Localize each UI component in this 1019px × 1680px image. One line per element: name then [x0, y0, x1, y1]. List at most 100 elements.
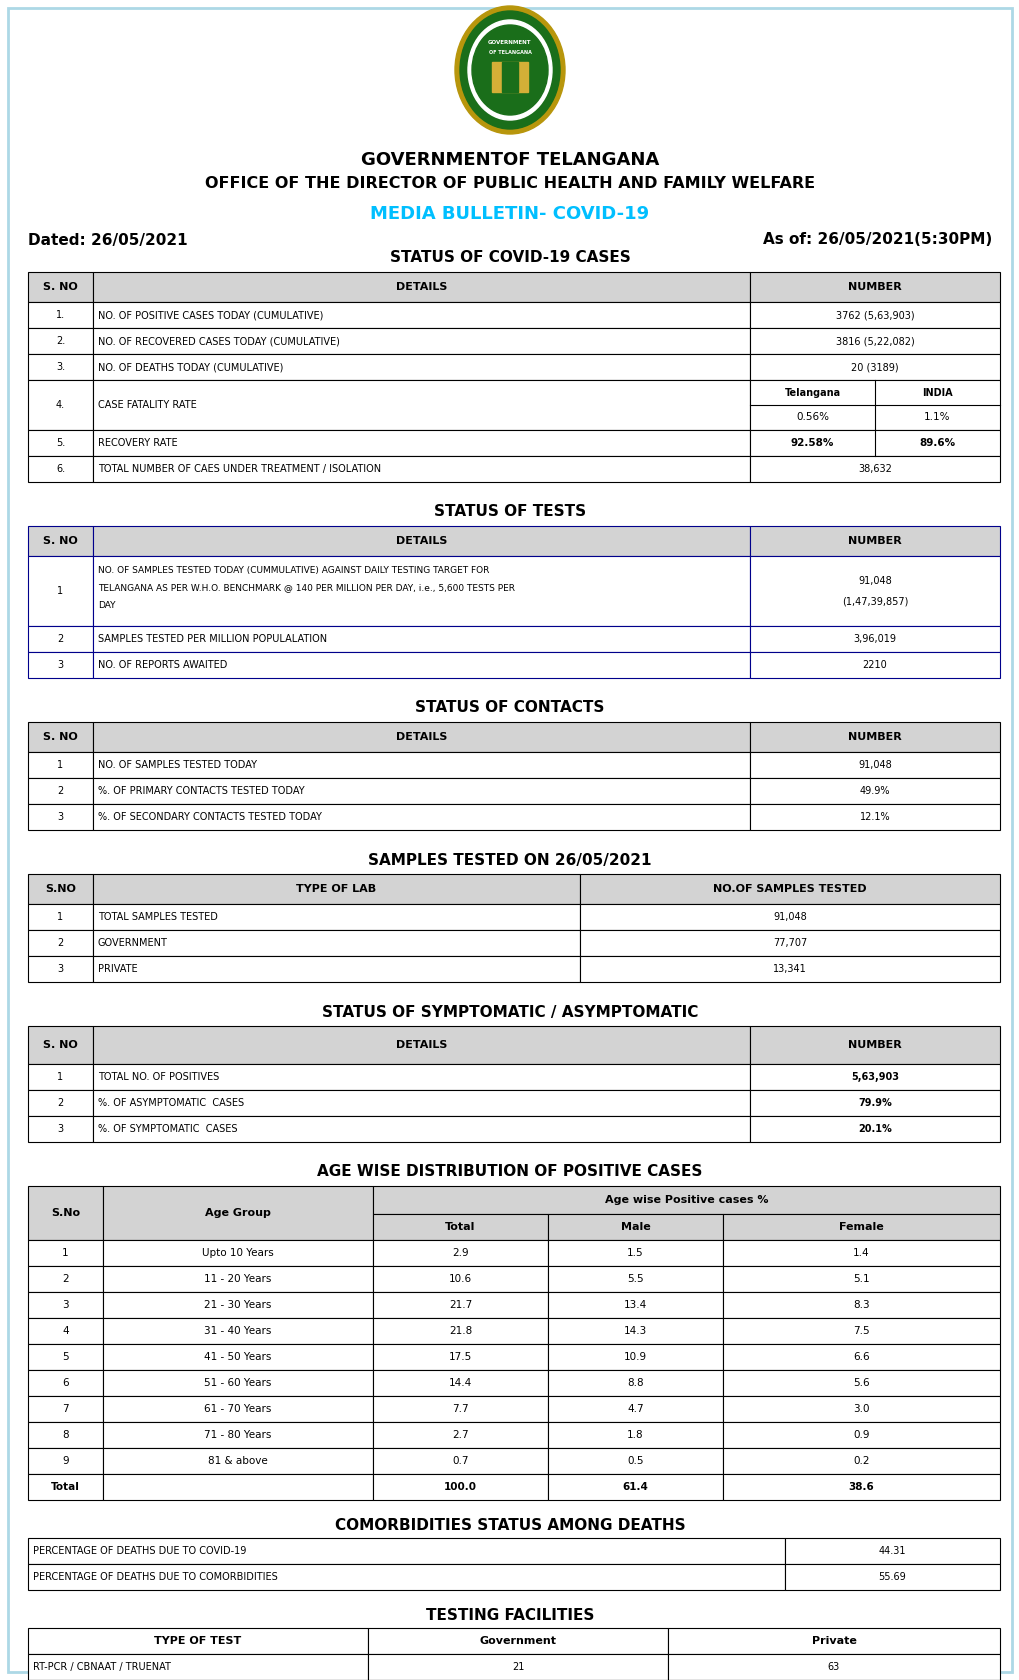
Text: MEDIA BULLETIN- COVID-19: MEDIA BULLETIN- COVID-19: [370, 205, 649, 223]
Text: 7: 7: [62, 1404, 68, 1415]
Text: 81 & above: 81 & above: [208, 1457, 268, 1467]
Bar: [93, 430, 749, 455]
Text: 21: 21: [512, 1662, 524, 1672]
Text: S. NO: S. NO: [43, 282, 77, 292]
Text: Total: Total: [51, 1482, 79, 1492]
Text: 91,048: 91,048: [772, 912, 806, 922]
Bar: [93, 526, 749, 556]
Bar: [93, 354, 749, 380]
Text: 91,048: 91,048: [857, 759, 891, 769]
Text: Upto 10 Years: Upto 10 Years: [202, 1248, 274, 1258]
Text: 91,048: 91,048: [857, 576, 891, 586]
Bar: [28, 956, 93, 983]
Text: TOTAL NO. OF POSITIVES: TOTAL NO. OF POSITIVES: [98, 1072, 219, 1082]
Text: TESTING FACILITIES: TESTING FACILITIES: [425, 1608, 594, 1623]
Bar: [28, 874, 93, 904]
Bar: [28, 302, 93, 328]
Bar: [368, 1655, 667, 1680]
Text: Age Group: Age Group: [205, 1208, 271, 1218]
Bar: [103, 1186, 373, 1240]
Text: 92.58%: 92.58%: [790, 438, 834, 449]
Bar: [667, 1628, 999, 1655]
Text: 55.69: 55.69: [877, 1572, 906, 1583]
Text: NO. OF SAMPLES TESTED TODAY (CUMMULATIVE) AGAINST DAILY TESTING TARGET FOR: NO. OF SAMPLES TESTED TODAY (CUMMULATIVE…: [98, 566, 489, 575]
Bar: [28, 354, 93, 380]
Text: 7.7: 7.7: [451, 1404, 469, 1415]
Text: PERCENTAGE OF DEATHS DUE TO COMORBIDITIES: PERCENTAGE OF DEATHS DUE TO COMORBIDITIE…: [33, 1572, 277, 1583]
Text: 44.31: 44.31: [878, 1546, 905, 1556]
Bar: [373, 1292, 547, 1319]
Bar: [28, 430, 93, 455]
Text: 14.3: 14.3: [624, 1326, 646, 1336]
Bar: [749, 722, 999, 753]
Bar: [547, 1215, 722, 1240]
Bar: [373, 1448, 547, 1473]
Bar: [28, 1369, 103, 1396]
Bar: [103, 1292, 373, 1319]
Bar: [722, 1240, 999, 1267]
Text: STATUS OF TESTS: STATUS OF TESTS: [433, 504, 586, 519]
Text: 6.: 6.: [56, 464, 65, 474]
Text: 5,63,903: 5,63,903: [850, 1072, 898, 1082]
Text: NO. OF DEATHS TODAY (CUMULATIVE): NO. OF DEATHS TODAY (CUMULATIVE): [98, 361, 283, 371]
Text: S.No: S.No: [51, 1208, 79, 1218]
Bar: [373, 1215, 547, 1240]
Bar: [749, 556, 999, 627]
Text: 71 - 80 Years: 71 - 80 Years: [204, 1430, 271, 1440]
Text: 3: 3: [57, 1124, 63, 1134]
Bar: [28, 722, 93, 753]
Text: 4: 4: [62, 1326, 68, 1336]
Bar: [749, 753, 999, 778]
Ellipse shape: [460, 12, 559, 129]
Text: Total: Total: [445, 1221, 475, 1231]
Bar: [722, 1448, 999, 1473]
Text: 77,707: 77,707: [772, 937, 806, 948]
Bar: [722, 1421, 999, 1448]
Text: 3.0: 3.0: [853, 1404, 869, 1415]
Text: 38,632: 38,632: [857, 464, 891, 474]
Bar: [547, 1240, 722, 1267]
Text: 10.9: 10.9: [624, 1352, 646, 1362]
Text: 2: 2: [57, 786, 63, 796]
Text: 9: 9: [62, 1457, 68, 1467]
Text: 3: 3: [57, 964, 63, 974]
Bar: [749, 652, 999, 679]
Bar: [93, 556, 749, 627]
Text: S.NO: S.NO: [45, 884, 75, 894]
Bar: [28, 904, 93, 931]
Text: 3816 (5,22,082): 3816 (5,22,082): [835, 336, 913, 346]
Bar: [547, 1319, 722, 1344]
Text: 10.6: 10.6: [448, 1273, 472, 1284]
Bar: [103, 1267, 373, 1292]
Text: SAMPLES TESTED ON 26/05/2021: SAMPLES TESTED ON 26/05/2021: [368, 852, 651, 867]
Bar: [93, 627, 749, 652]
Bar: [28, 1319, 103, 1344]
Text: 5.6: 5.6: [852, 1378, 869, 1388]
Bar: [547, 1344, 722, 1369]
Text: 8.3: 8.3: [852, 1300, 869, 1310]
Text: Private: Private: [811, 1636, 856, 1646]
Bar: [93, 1116, 749, 1142]
Text: SAMPLES TESTED PER MILLION POPULALATION: SAMPLES TESTED PER MILLION POPULALATION: [98, 633, 327, 643]
Text: TOTAL SAMPLES TESTED: TOTAL SAMPLES TESTED: [98, 912, 218, 922]
Bar: [501, 62, 518, 92]
Bar: [28, 652, 93, 679]
Text: S. NO: S. NO: [43, 732, 77, 743]
Text: 14.4: 14.4: [448, 1378, 472, 1388]
Text: TOTAL NUMBER OF CAES UNDER TREATMENT / ISOLATION: TOTAL NUMBER OF CAES UNDER TREATMENT / I…: [98, 464, 381, 474]
Text: STATUS OF COVID-19 CASES: STATUS OF COVID-19 CASES: [389, 250, 630, 265]
Bar: [722, 1215, 999, 1240]
Text: 61 - 70 Years: 61 - 70 Years: [204, 1404, 271, 1415]
Text: 1.5: 1.5: [627, 1248, 643, 1258]
Bar: [722, 1473, 999, 1500]
Bar: [28, 272, 93, 302]
Text: NO. OF POSITIVE CASES TODAY (CUMULATIVE): NO. OF POSITIVE CASES TODAY (CUMULATIVE): [98, 311, 323, 319]
Bar: [722, 1344, 999, 1369]
Bar: [103, 1473, 373, 1500]
Bar: [28, 455, 93, 482]
Text: 63: 63: [827, 1662, 840, 1672]
Bar: [28, 778, 93, 805]
Bar: [722, 1369, 999, 1396]
Text: 2: 2: [57, 937, 63, 948]
Text: 1: 1: [57, 586, 63, 596]
